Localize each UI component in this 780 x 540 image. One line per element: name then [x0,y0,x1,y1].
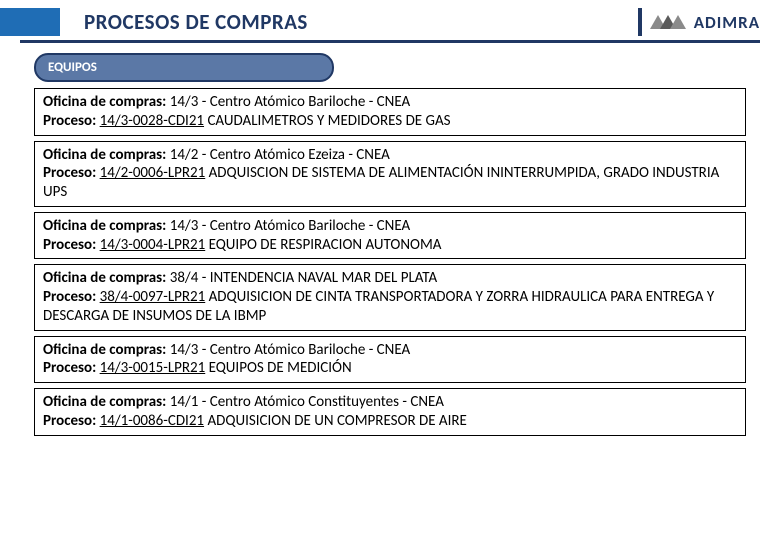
oficina-name: - Centro Atómico Ezeiza - CNEA [202,146,390,164]
proceso-code: 14/3-0015-LPR21 [100,359,206,377]
logo-text: ADIMRA [694,12,760,33]
oficina-name: - Centro Atómico Constituyentes - CNEA [202,393,444,411]
oficina-code: 14/3 [170,341,202,359]
card-line-oficina: Oficina de compras: 14/3 - Centro Atómic… [43,341,737,360]
card-line-proceso: Proceso: 14/3-0028-CDI21 CAUDALIMETROS Y… [43,112,737,131]
proceso-desc: EQUIPO DE RESPIRACION AUTONOMA [205,236,441,254]
proceso-desc: EQUIPOS DE MEDICIÓN [205,359,351,377]
header-bar: PROCESOS DE COMPRAS ADIMRA [0,0,780,40]
proceso-label: Proceso: [43,288,96,306]
logo-icon [650,15,686,29]
oficina-label: Oficina de compras: [43,269,166,287]
header-left: PROCESOS DE COMPRAS [20,8,308,36]
proceso-label: Proceso: [43,112,96,130]
process-card: Oficina de compras: 14/1 - Centro Atómic… [34,388,746,436]
proceso-code: 14/1-0086-CDI21 [100,412,204,430]
card-line-oficina: Oficina de compras: 38/4 - INTENDENCIA N… [43,269,737,288]
oficina-label: Oficina de compras: [43,146,166,164]
card-line-oficina: Oficina de compras: 14/3 - Centro Atómic… [43,93,737,112]
card-line-proceso: Proceso: 14/2-0006-LPR21 ADQUISCION DE S… [43,164,737,202]
oficina-name: - INTENDENCIA NAVAL MAR DEL PLATA [202,269,437,287]
oficina-label: Oficina de compras: [43,217,166,235]
proceso-code: 38/4-0097-LPR21 [100,288,206,306]
process-card: Oficina de compras: 38/4 - INTENDENCIA N… [34,264,746,330]
card-line-oficina: Oficina de compras: 14/3 - Centro Atómic… [43,217,737,236]
oficina-code: 38/4 [170,269,202,287]
oficina-code: 14/3 [170,217,202,235]
oficina-label: Oficina de compras: [43,393,166,411]
oficina-code: 14/2 [170,146,202,164]
oficina-name: - Centro Atómico Bariloche - CNEA [202,341,410,359]
content: EQUIPOS Oficina de compras: 14/3 - Centr… [0,53,780,436]
oficina-code: 14/3 [170,93,202,111]
oficina-name: - Centro Atómico Bariloche - CNEA [202,93,410,111]
accent-bar [0,8,60,36]
card-list: Oficina de compras: 14/3 - Centro Atómic… [34,88,746,436]
oficina-name: - Centro Atómico Bariloche - CNEA [202,217,410,235]
card-line-proceso: Proceso: 14/3-0015-LPR21 EQUIPOS DE MEDI… [43,359,737,378]
oficina-label: Oficina de compras: [43,341,166,359]
process-card: Oficina de compras: 14/2 - Centro Atómic… [34,141,746,207]
card-line-proceso: Proceso: 14/1-0086-CDI21 ADQUISICION DE … [43,412,737,431]
proceso-label: Proceso: [43,412,96,430]
card-line-oficina: Oficina de compras: 14/2 - Centro Atómic… [43,146,737,165]
proceso-label: Proceso: [43,359,96,377]
logo-divider [638,8,642,36]
oficina-code: 14/1 [170,393,202,411]
proceso-code: 14/3-0004-LPR21 [100,236,206,254]
process-card: Oficina de compras: 14/3 - Centro Atómic… [34,212,746,260]
card-line-proceso: Proceso: 38/4-0097-LPR21 ADQUISICION DE … [43,288,737,326]
proceso-code: 14/2-0006-LPR21 [100,164,206,182]
section-tag: EQUIPOS [34,53,334,82]
process-card: Oficina de compras: 14/3 - Centro Atómic… [34,336,746,384]
process-card: Oficina de compras: 14/3 - Centro Atómic… [34,88,746,136]
proceso-desc: ADQUISICION DE UN COMPRESOR DE AIRE [204,412,467,430]
proceso-code: 14/3-0028-CDI21 [100,112,204,130]
card-line-proceso: Proceso: 14/3-0004-LPR21 EQUIPO DE RESPI… [43,236,737,255]
proceso-label: Proceso: [43,236,96,254]
proceso-label: Proceso: [43,164,96,182]
card-line-oficina: Oficina de compras: 14/1 - Centro Atómic… [43,393,737,412]
proceso-desc: CAUDALIMETROS Y MEDIDORES DE GAS [204,112,451,130]
header-rule [20,40,760,43]
oficina-label: Oficina de compras: [43,93,166,111]
page-title: PROCESOS DE COMPRAS [84,9,308,35]
logo: ADIMRA [638,8,760,36]
